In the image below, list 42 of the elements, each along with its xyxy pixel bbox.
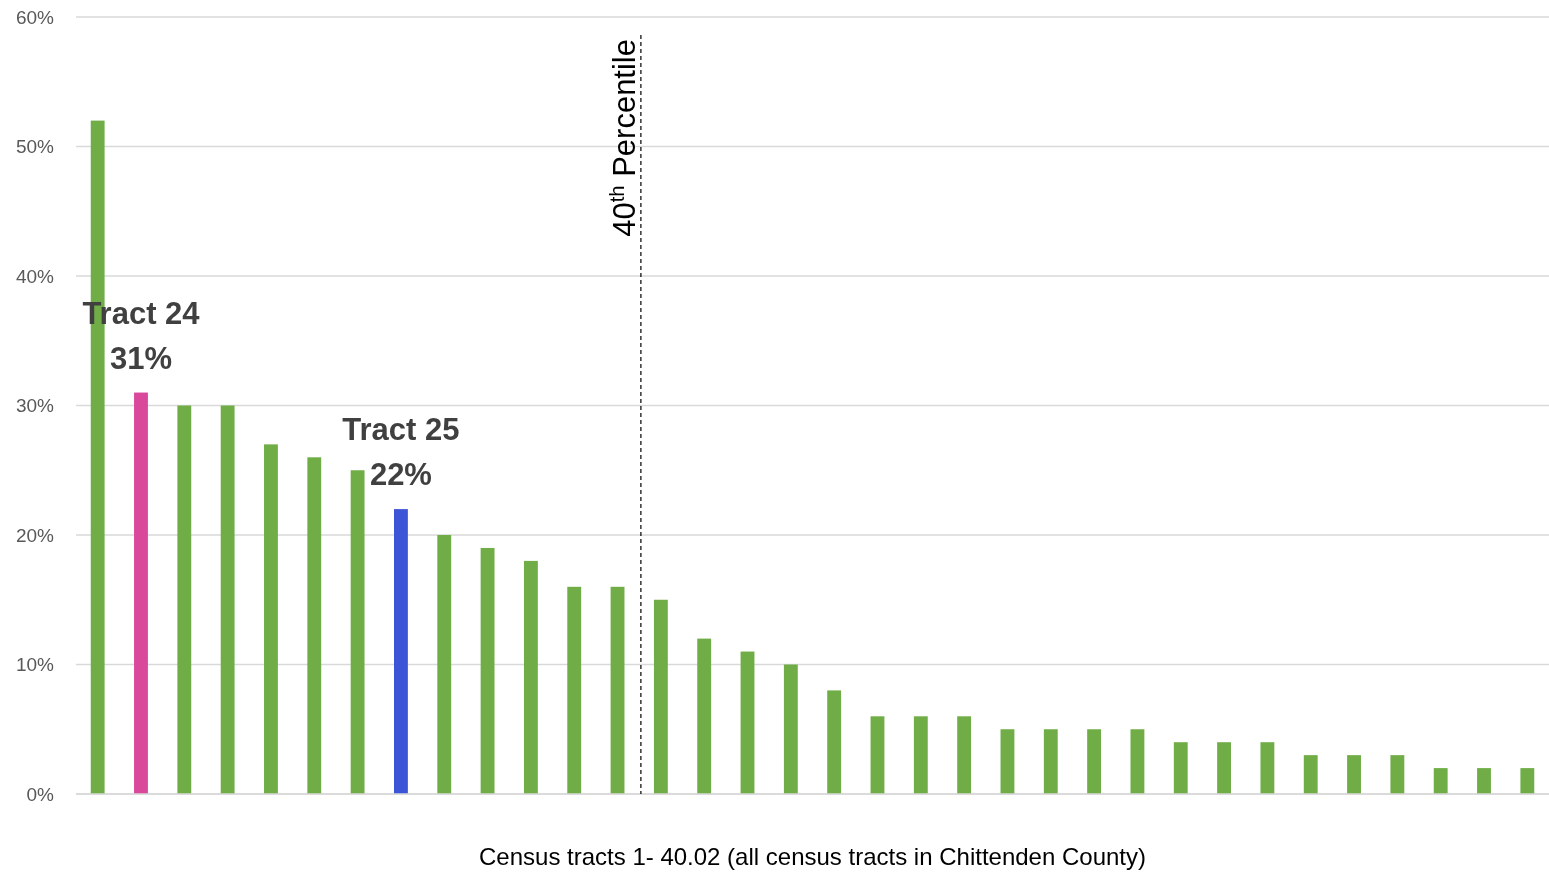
bar (264, 444, 278, 794)
bar (783, 664, 798, 794)
bar (1043, 729, 1058, 794)
bar (1390, 755, 1405, 794)
bar (740, 651, 755, 794)
y-tick-label: 40% (15, 265, 55, 287)
bar (1217, 742, 1231, 794)
bar (870, 716, 885, 794)
bar (220, 405, 235, 794)
bar (1347, 755, 1361, 794)
bar (1477, 768, 1491, 794)
bar (523, 560, 538, 794)
bar (134, 392, 148, 794)
bar (1130, 729, 1145, 794)
bar (1520, 768, 1535, 794)
bar (1000, 729, 1015, 794)
y-tick-label: 30% (15, 395, 55, 417)
bar (1260, 742, 1275, 794)
x-axis-title: Census tracts 1- 40.02 (all census tracts in Chittenden County) (479, 843, 1146, 870)
bar (610, 586, 625, 794)
y-tick-label: 10% (15, 654, 55, 676)
bar (567, 586, 582, 794)
bar (913, 716, 928, 794)
bar (697, 638, 712, 794)
y-tick-label: 50% (15, 136, 55, 158)
bar (957, 716, 972, 794)
y-tick-label: 60% (15, 6, 55, 28)
bar (1087, 729, 1102, 794)
bar (653, 599, 668, 794)
bar (177, 405, 192, 794)
bar (437, 535, 452, 794)
data-label: Tract 25 22% (342, 412, 460, 493)
bar (1303, 755, 1318, 794)
bar (307, 457, 322, 794)
y-tick-label: 0% (26, 783, 55, 805)
y-tick-label: 20% (15, 524, 55, 546)
bar (394, 509, 408, 794)
bar (1173, 742, 1188, 794)
bar (827, 690, 842, 794)
bar (1433, 768, 1448, 794)
bar (350, 470, 365, 794)
bar (480, 547, 495, 794)
